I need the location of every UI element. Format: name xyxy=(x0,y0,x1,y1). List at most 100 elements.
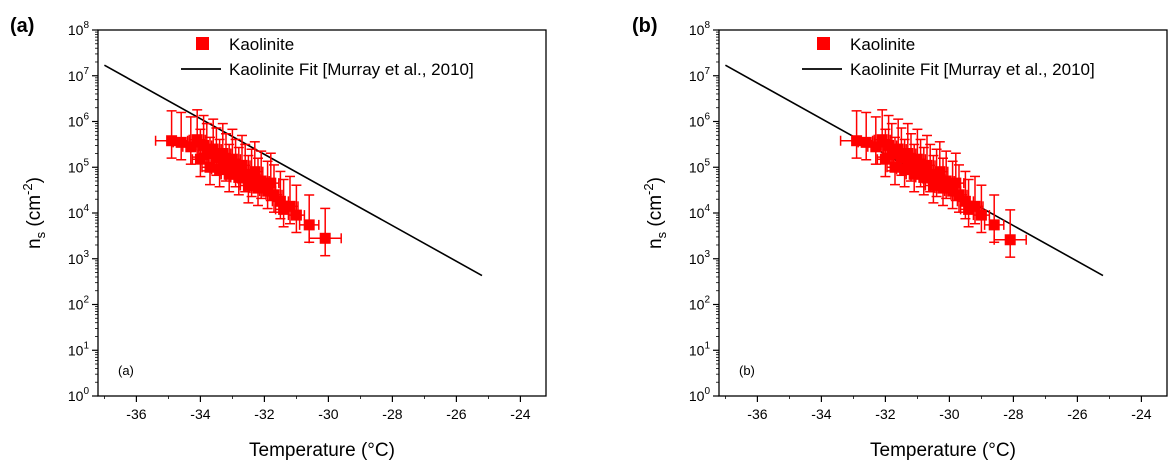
square-marker xyxy=(290,209,302,221)
y-tick-label: 104 xyxy=(689,203,711,221)
x-tick-label: -36 xyxy=(126,406,146,422)
y-tick-exponent: 4 xyxy=(704,203,710,214)
data-point xyxy=(252,150,270,200)
y-axis-label: ns (cm-2) xyxy=(20,177,48,249)
y-tick-label: 108 xyxy=(689,20,711,38)
x-tick-label: -32 xyxy=(254,406,274,422)
square-marker xyxy=(899,163,911,175)
y-tick-exponent: 8 xyxy=(704,20,710,31)
square-marker xyxy=(889,161,901,173)
data-point xyxy=(931,141,949,190)
y-tick-base: 10 xyxy=(68,114,84,130)
y-tick-exponent: 6 xyxy=(704,112,710,123)
y-tick-exponent: 3 xyxy=(83,249,89,260)
square-marker xyxy=(940,175,952,187)
square-marker xyxy=(214,163,226,175)
inner-panel-label: (b) xyxy=(739,363,755,378)
y-tick-exponent: 1 xyxy=(83,340,89,351)
y-tick-label: 100 xyxy=(68,386,90,404)
panel-label: (a) xyxy=(10,15,34,37)
square-marker xyxy=(185,141,197,153)
square-marker xyxy=(851,135,863,147)
legend-label-fit: Kaolinite Fit [Murray et al., 2010] xyxy=(229,60,474,79)
data-point xyxy=(905,143,923,193)
y-tick-base: 10 xyxy=(68,22,84,38)
square-marker xyxy=(210,152,222,164)
square-marker xyxy=(953,189,965,201)
x-tick-label: -24 xyxy=(1131,406,1151,422)
square-marker xyxy=(918,171,930,183)
square-marker xyxy=(886,147,898,159)
y-tick-exponent: 6 xyxy=(83,112,89,123)
fit-line xyxy=(104,64,483,277)
legend-marker-kaolinite xyxy=(196,37,209,50)
y-tick-label: 102 xyxy=(68,295,90,313)
y-axis-label-base: n xyxy=(24,238,45,249)
y-tick-label: 101 xyxy=(689,340,711,358)
x-tick-label: -30 xyxy=(939,406,959,422)
y-tick-exponent: 2 xyxy=(83,295,89,306)
square-marker xyxy=(905,158,917,170)
data-point xyxy=(857,111,875,161)
y-tick-exponent: 3 xyxy=(704,249,710,260)
y-tick-base: 10 xyxy=(689,205,705,221)
square-marker xyxy=(217,147,229,159)
square-marker xyxy=(921,159,933,171)
plot-frame xyxy=(97,29,547,397)
square-marker xyxy=(963,203,975,215)
square-marker xyxy=(220,158,232,170)
square-marker xyxy=(198,139,210,151)
y-tick-base: 10 xyxy=(689,68,705,84)
y-tick-exponent: 0 xyxy=(83,386,89,397)
square-marker xyxy=(242,179,254,191)
x-tick-label: -28 xyxy=(1003,406,1023,422)
y-tick-label: 102 xyxy=(689,295,711,313)
square-marker xyxy=(255,175,267,187)
square-marker xyxy=(194,153,206,165)
y-tick-exponent: 1 xyxy=(704,340,710,351)
y-tick-exponent: 4 xyxy=(83,203,89,214)
y-tick-exponent: 8 xyxy=(83,20,89,31)
legend-marker-kaolinite xyxy=(817,37,830,50)
y-tick-base: 10 xyxy=(68,388,84,404)
y-tick-base: 10 xyxy=(689,114,705,130)
y-tick-label: 108 xyxy=(68,20,90,38)
plot-area xyxy=(725,64,1104,277)
y-tick-base: 10 xyxy=(68,251,84,267)
square-marker xyxy=(870,141,882,153)
y-tick-label: 107 xyxy=(689,66,711,84)
square-marker xyxy=(226,153,238,165)
y-tick-label: 103 xyxy=(68,249,90,267)
square-marker xyxy=(166,135,178,147)
square-marker xyxy=(252,182,264,194)
square-marker xyxy=(204,161,216,173)
square-marker xyxy=(902,147,914,159)
data-point xyxy=(308,207,342,257)
square-marker xyxy=(246,173,258,185)
y-tick-base: 10 xyxy=(68,297,84,313)
x-axis-label: Temperature (°C) xyxy=(249,440,395,461)
square-marker xyxy=(959,195,971,207)
square-marker xyxy=(915,163,927,175)
plot-area xyxy=(104,64,483,277)
x-tick-label: -26 xyxy=(1067,406,1087,422)
square-marker xyxy=(233,171,245,183)
x-tick-label: -30 xyxy=(318,406,338,422)
x-tick-label: -34 xyxy=(190,406,210,422)
data-point xyxy=(993,209,1027,258)
legend-label-kaolinite: Kaolinite xyxy=(229,35,294,54)
square-marker xyxy=(895,152,907,164)
square-marker xyxy=(223,168,235,180)
x-tick-label: -24 xyxy=(510,406,530,422)
y-tick-base: 10 xyxy=(68,205,84,221)
square-marker xyxy=(911,153,923,165)
square-marker xyxy=(988,219,1000,231)
square-marker xyxy=(876,134,888,146)
square-marker xyxy=(191,134,203,146)
plot-frame xyxy=(718,29,1168,397)
y-tick-label: 103 xyxy=(689,249,711,267)
y-tick-exponent: 7 xyxy=(83,66,89,77)
x-tick-label: -36 xyxy=(747,406,767,422)
legend-label-fit: Kaolinite Fit [Murray et al., 2010] xyxy=(850,60,1095,79)
